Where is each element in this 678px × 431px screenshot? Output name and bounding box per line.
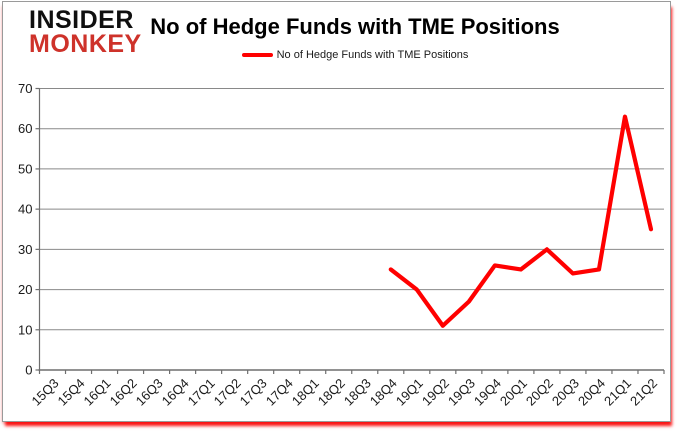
legend-label: No of Hedge Funds with TME Positions xyxy=(276,49,469,62)
logo-insider-text: INSIDER xyxy=(29,6,134,34)
chart-card xyxy=(2,1,671,422)
chart-legend: No of Hedge Funds with TME Positions xyxy=(140,49,570,61)
insider-monkey-logo: INSIDER MONKEY xyxy=(29,8,142,57)
chart-header: No of Hedge Funds with TME Positions No … xyxy=(140,14,570,61)
legend-line-swatch xyxy=(241,53,273,58)
page-title: No of Hedge Funds with TME Positions xyxy=(150,14,560,39)
logo-monkey-text: MONKEY xyxy=(29,30,142,58)
